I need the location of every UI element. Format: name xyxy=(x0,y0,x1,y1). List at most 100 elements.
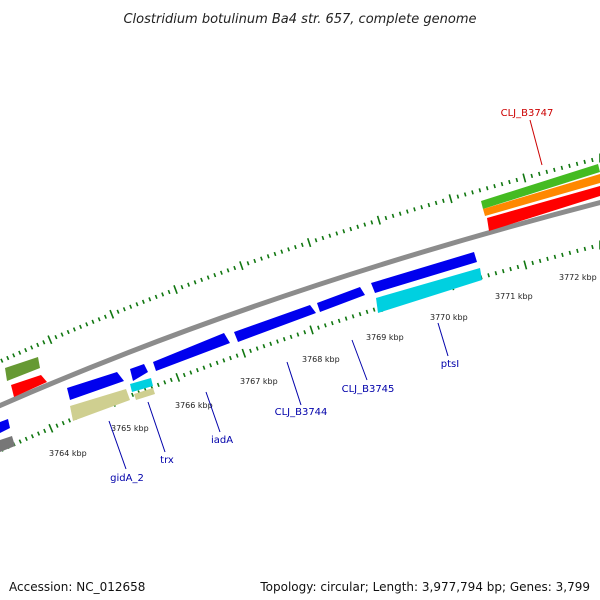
leader-trx xyxy=(147,401,166,453)
scale-tick xyxy=(156,382,160,388)
scale-tick xyxy=(222,358,226,363)
scale-tick xyxy=(163,380,167,385)
scale-tick xyxy=(215,360,219,365)
feature-red-right xyxy=(487,186,600,231)
map-title: Clostridium botulinum Ba4 str. 657, comp… xyxy=(123,12,476,27)
scale-tick xyxy=(478,188,482,193)
scale-tick xyxy=(131,392,135,398)
scale-tick xyxy=(575,161,579,167)
scale-tick xyxy=(187,282,191,287)
accession-text: Accession: NC_012658 xyxy=(9,580,146,594)
cds-arrow-3 xyxy=(153,333,230,371)
leader-clj-b3744 xyxy=(286,361,302,406)
leader-ptsi xyxy=(437,322,449,357)
gene-label-clj-b3744: CLJ_B3744 xyxy=(275,407,328,418)
scale-tick xyxy=(427,202,431,208)
gene-label-iada: iadA xyxy=(211,435,233,446)
scale-tick xyxy=(500,181,504,187)
scale-tick xyxy=(249,348,252,354)
scale-tick xyxy=(24,436,28,442)
feature-red-left xyxy=(11,375,47,397)
scale-tick xyxy=(280,249,284,254)
scale-tick xyxy=(154,294,158,300)
scale-tick xyxy=(509,266,512,272)
scale-tick xyxy=(141,299,145,304)
scale-tick xyxy=(169,377,173,383)
scale-tick xyxy=(365,309,369,315)
scale-tick xyxy=(60,332,64,337)
scale-tick xyxy=(180,284,184,290)
scale-tick xyxy=(239,261,244,271)
scale-tick xyxy=(314,238,318,243)
scale-tick xyxy=(328,233,332,238)
scale-tick xyxy=(175,372,181,382)
tick-labels: 3764 kbp 3765 kbp 3766 kbp 3767 kbp 3768… xyxy=(49,273,597,458)
scale-tick xyxy=(213,272,217,278)
scale-tick xyxy=(568,163,571,169)
gene-label-clj-b3745: CLJ_B3745 xyxy=(342,384,395,395)
scale-tick xyxy=(246,261,250,266)
scale-tick xyxy=(420,205,424,210)
scale-tick xyxy=(335,231,339,236)
scale-tick xyxy=(306,238,312,248)
scale-tick xyxy=(363,222,367,227)
feature-orange xyxy=(483,174,600,216)
scale-tick xyxy=(18,439,22,444)
scale-tick xyxy=(522,173,527,183)
scale-tick xyxy=(351,314,355,319)
scale-tick xyxy=(30,434,34,439)
scale-tick xyxy=(560,165,564,171)
scale-tick xyxy=(241,348,247,358)
scale-tick xyxy=(260,256,263,261)
scale-tick xyxy=(356,224,360,229)
tick-label: 3766 kbp xyxy=(175,401,213,410)
scale-tick xyxy=(253,258,257,264)
cds-arrow-4 xyxy=(234,305,316,342)
scale-tick xyxy=(531,260,535,266)
scale-tick xyxy=(235,353,239,358)
scale-tick xyxy=(273,251,277,257)
leader-clj-b3745 xyxy=(351,339,368,381)
scale-tick xyxy=(85,322,89,327)
scale-tick xyxy=(122,307,126,312)
gene-label-trx: trx xyxy=(160,455,174,466)
leader-iada xyxy=(205,391,221,433)
scale-tick xyxy=(516,264,520,270)
scale-tick xyxy=(494,271,498,276)
scale-tick xyxy=(321,235,325,241)
cds-arrow-5 xyxy=(317,287,365,312)
scale-tick xyxy=(30,345,34,350)
scale-tick xyxy=(167,289,171,295)
feature-green xyxy=(481,164,600,209)
scale-tick xyxy=(413,207,416,212)
scale-tick xyxy=(515,177,519,183)
scale-tick xyxy=(583,159,586,165)
scale-tick xyxy=(398,211,402,216)
scale-tick xyxy=(434,200,438,206)
scale-tick xyxy=(37,431,41,436)
scale-tick xyxy=(317,325,320,330)
scale-tick xyxy=(266,254,270,259)
scale-tick xyxy=(448,194,453,204)
scale-tick xyxy=(189,370,193,375)
scale-tick xyxy=(255,346,259,351)
feature-olive-left xyxy=(5,357,40,381)
tick-label: 3764 kbp xyxy=(49,449,87,458)
cds-arrow-1 xyxy=(67,372,124,400)
scale-tick xyxy=(405,209,409,214)
scale-tick xyxy=(487,273,490,278)
scale-tick xyxy=(148,297,152,302)
cds-arrow-left-edge xyxy=(0,419,10,433)
scale-tick xyxy=(219,270,223,275)
scale-tick xyxy=(391,213,395,218)
scale-tick xyxy=(282,337,286,342)
scale-tick xyxy=(229,355,232,361)
scale-tick xyxy=(24,347,28,353)
scale-tick xyxy=(370,220,374,225)
scale-tick xyxy=(55,423,59,428)
scale-tick xyxy=(0,358,4,363)
scale-tick xyxy=(501,268,505,274)
gene-label-ptsi: ptsI xyxy=(441,359,459,370)
scale-tick xyxy=(12,353,16,358)
